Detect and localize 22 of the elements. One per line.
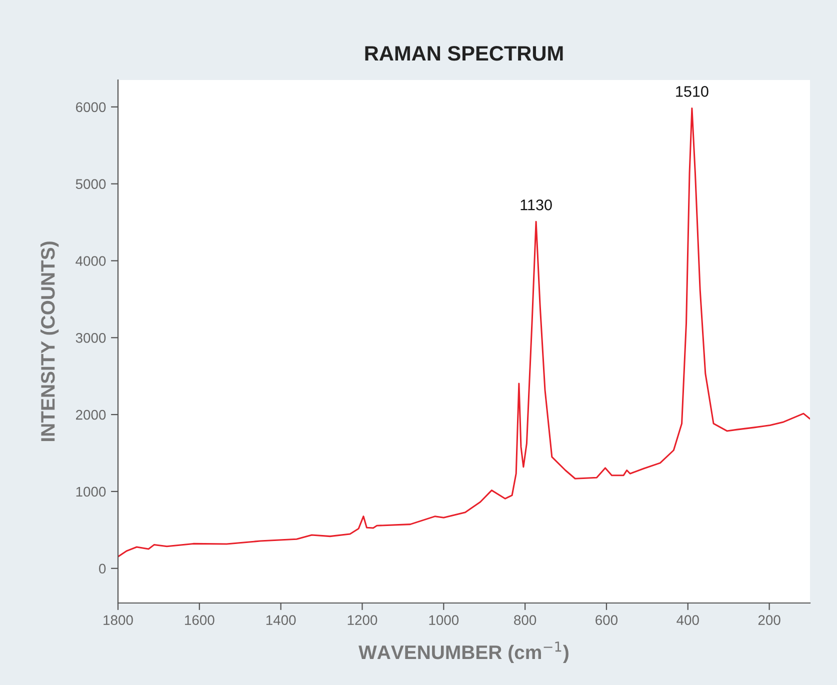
chart-title: RAMAN SPECTRUM [365,46,563,61]
y-axis-title: INTENSITY (COUNTS) [40,242,59,442]
annotation: 1130 [520,200,552,210]
x-tick-label: 1000 [429,615,459,626]
y-tick-label: 6000 [76,102,106,112]
x-tick-label: 600 [596,615,618,626]
y-tick-label: 0 [99,564,106,574]
y-tick-label: 5000 [76,179,106,189]
annotation: 1510 [676,86,708,97]
y-tick-label: 2000 [76,410,106,420]
x-axis-title: WAVENUMBER (cm$^{−1}$) [358,642,568,664]
y-tick-label: 4000 [76,256,106,266]
x-tick-label: 200 [758,615,780,626]
line-series [118,107,810,558]
x-tick-label: 1400 [266,615,296,626]
y-tick-label: 3000 [76,332,106,343]
y-tick-label: 1000 [76,486,106,497]
x-tick-label: 1200 [348,615,378,626]
x-tick-label: 800 [514,615,536,626]
x-tick-label: 400 [676,615,699,626]
x-tick-label: 1600 [185,615,214,626]
x-tick-label: 1800 [104,615,133,626]
